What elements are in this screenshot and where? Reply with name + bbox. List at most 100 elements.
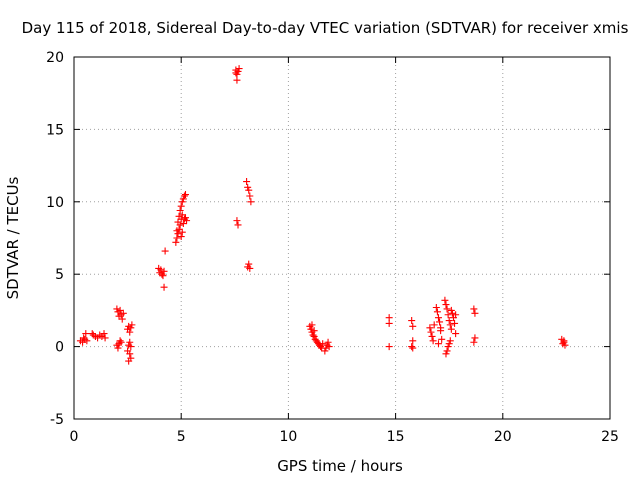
data-point xyxy=(233,217,241,225)
data-point xyxy=(126,328,134,336)
data-point xyxy=(180,192,188,200)
data-point xyxy=(408,343,416,351)
data-point xyxy=(321,347,329,355)
data-point xyxy=(445,340,453,348)
data-point xyxy=(116,306,124,314)
data-point xyxy=(429,337,437,345)
data-point xyxy=(178,228,186,236)
x-axis-label: GPS time / hours xyxy=(277,457,403,475)
data-point xyxy=(448,309,456,317)
data-point xyxy=(116,337,124,345)
data-point xyxy=(319,340,327,348)
data-point xyxy=(174,230,182,238)
data-point xyxy=(126,338,134,346)
data-point xyxy=(244,183,252,191)
data-point xyxy=(233,76,241,84)
chart-title: Day 115 of 2018, Sidereal Day-to-day VTE… xyxy=(22,19,629,37)
data-point xyxy=(80,334,88,342)
data-point xyxy=(442,301,450,309)
data-points xyxy=(76,65,569,365)
data-point xyxy=(324,338,332,346)
data-point xyxy=(245,186,253,194)
data-point xyxy=(101,334,109,342)
data-point xyxy=(434,314,442,322)
data-point xyxy=(309,331,317,339)
data-point xyxy=(446,337,454,345)
data-point xyxy=(179,220,187,228)
data-point xyxy=(409,322,417,330)
data-point xyxy=(470,338,478,346)
axis-ticks: 0 5 10 15 20 25 -5 0 5 10 15 20 xyxy=(46,50,619,445)
data-point xyxy=(117,338,125,346)
data-point xyxy=(561,341,569,349)
y-tick-label: 20 xyxy=(46,50,64,66)
data-point xyxy=(125,357,133,365)
data-point xyxy=(161,247,169,255)
data-point xyxy=(172,238,180,246)
data-point xyxy=(174,218,182,226)
data-point xyxy=(234,221,242,229)
data-point xyxy=(445,317,453,325)
data-point xyxy=(444,343,452,351)
data-point xyxy=(181,191,189,199)
data-point xyxy=(441,296,449,304)
x-tick-label: 20 xyxy=(494,429,512,445)
x-tick-label: 15 xyxy=(387,429,405,445)
data-point xyxy=(471,334,479,342)
data-point xyxy=(434,340,442,348)
data-point xyxy=(232,69,240,77)
x-tick-label: 0 xyxy=(70,429,79,445)
data-point xyxy=(470,305,478,313)
data-point xyxy=(442,350,450,358)
data-point xyxy=(427,328,435,336)
data-point xyxy=(307,325,315,333)
data-point xyxy=(444,311,452,319)
data-point xyxy=(119,309,127,317)
data-point xyxy=(385,319,393,327)
x-tick-label: 10 xyxy=(279,429,297,445)
y-tick-label: -5 xyxy=(50,412,64,428)
data-point xyxy=(177,233,185,241)
x-tick-label: 5 xyxy=(177,429,186,445)
data-point xyxy=(178,198,186,206)
data-point xyxy=(118,315,126,323)
data-point xyxy=(128,321,136,329)
data-point xyxy=(157,266,165,274)
data-point xyxy=(181,214,189,222)
grid xyxy=(74,57,610,419)
data-point xyxy=(243,178,251,186)
data-point xyxy=(114,344,122,352)
data-point xyxy=(325,343,333,351)
data-point xyxy=(447,306,455,314)
data-point xyxy=(245,260,253,268)
data-point xyxy=(88,330,96,338)
data-point xyxy=(179,195,187,203)
y-axis-label: SDTVAR / TECUs xyxy=(4,176,22,299)
data-point xyxy=(452,330,460,338)
data-point xyxy=(310,327,318,335)
data-point xyxy=(178,211,186,219)
data-point xyxy=(409,344,417,352)
data-point xyxy=(409,337,417,345)
data-point xyxy=(432,304,440,312)
data-point xyxy=(126,350,134,358)
data-point xyxy=(308,321,316,329)
data-point xyxy=(83,337,91,345)
data-point xyxy=(433,308,441,316)
data-point xyxy=(160,283,168,291)
y-tick-label: 15 xyxy=(46,122,64,138)
data-point xyxy=(235,65,243,73)
y-tick-label: 10 xyxy=(46,195,64,211)
data-point xyxy=(160,267,168,275)
data-point xyxy=(437,324,445,332)
data-point xyxy=(436,318,444,326)
data-point xyxy=(447,325,455,333)
plot-frame xyxy=(73,56,611,420)
data-point xyxy=(560,338,568,346)
data-point xyxy=(385,343,393,351)
data-point xyxy=(176,206,184,214)
data-point xyxy=(452,311,460,319)
data-point xyxy=(127,343,135,351)
data-point xyxy=(247,198,255,206)
data-point xyxy=(430,321,438,329)
